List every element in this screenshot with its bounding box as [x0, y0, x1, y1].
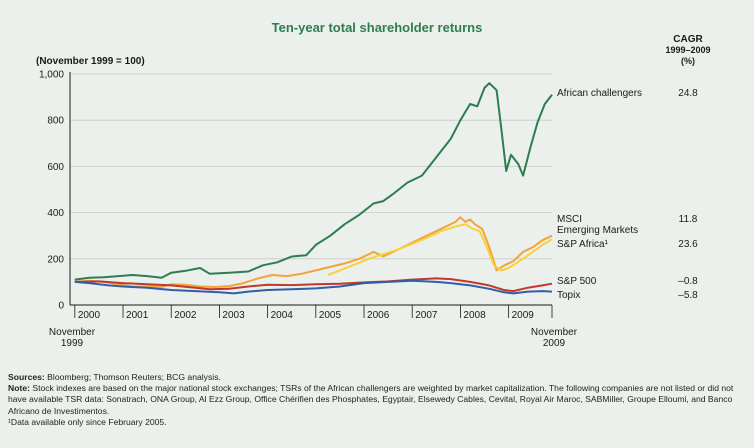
- x-tick-label: 2008: [463, 310, 486, 321]
- y-tick-label: 1,000: [39, 70, 64, 81]
- chart: Ten-year total shareholder returns (Novem…: [36, 20, 711, 349]
- sources-text: Bloomberg; Thomson Reuters; BCG analysis…: [47, 372, 221, 382]
- series-label: S&P 500: [557, 276, 597, 287]
- cagr-value: 24.8: [678, 88, 698, 99]
- cagr-value: 11.8: [679, 214, 698, 225]
- chart-notes: Sources: Bloomberg; Thomson Reuters; BCG…: [8, 372, 746, 428]
- x-end-label: November: [531, 327, 578, 338]
- series-line-s-p-africa: [327, 223, 553, 276]
- x-tick-label: 2004: [271, 310, 294, 321]
- y-tick-label: 800: [47, 116, 64, 127]
- series-label: Emerging Markets: [557, 225, 638, 236]
- x-tick-label: 2007: [415, 310, 438, 321]
- note-line: Note: Stock indexes are based on the maj…: [8, 383, 746, 417]
- x-tick-label: 2006: [367, 310, 390, 321]
- y-tick-label: 200: [47, 254, 64, 265]
- chart-svg: Ten-year total shareholder returns (Novem…: [36, 20, 711, 349]
- x-tick-label: 2000: [78, 310, 101, 321]
- footnote: ¹Data available only since February 2005…: [8, 416, 167, 427]
- cagr-header-line: (%): [681, 56, 695, 66]
- cagr-value: –5.8: [678, 290, 698, 301]
- series-label: S&P Africa¹: [557, 239, 609, 250]
- note-text: Stock indexes are based on the major nat…: [8, 383, 734, 416]
- series-label: MSCI: [557, 214, 582, 225]
- cagr-header-line: CAGR: [673, 34, 703, 45]
- series-line-african-challengers: [74, 82, 553, 281]
- y-tick-label: 0: [58, 301, 64, 312]
- sources-label: Sources:: [8, 372, 45, 382]
- cagr-value: 23.6: [678, 239, 698, 250]
- x-start-label: November: [49, 327, 96, 338]
- note-label: Note:: [8, 383, 30, 394]
- x-tick-label: 2002: [174, 310, 197, 321]
- y-tick-label: 400: [47, 208, 64, 219]
- x-tick-label: 2003: [222, 310, 245, 321]
- series-line-topix: [74, 279, 553, 295]
- y-tick-label: 600: [47, 162, 64, 173]
- x-tick-label: 2001: [126, 310, 149, 321]
- chart-title: Ten-year total shareholder returns: [272, 20, 483, 35]
- cagr-value: –0.8: [678, 276, 698, 287]
- cagr-header-line: 1999–2009: [665, 45, 710, 55]
- sources-line: Sources: Bloomberg; Thomson Reuters; BCG…: [8, 372, 746, 383]
- series-line-s-p-500: [74, 277, 553, 293]
- series-label: African challengers: [557, 88, 642, 99]
- y-axis-label: (November 1999 = 100): [36, 56, 145, 67]
- x-end-label: 2009: [543, 338, 566, 349]
- series-label: Topix: [557, 290, 580, 301]
- x-tick-label: 2005: [319, 310, 342, 321]
- x-tick-label: 2009: [512, 310, 535, 321]
- x-start-label: 1999: [61, 338, 84, 349]
